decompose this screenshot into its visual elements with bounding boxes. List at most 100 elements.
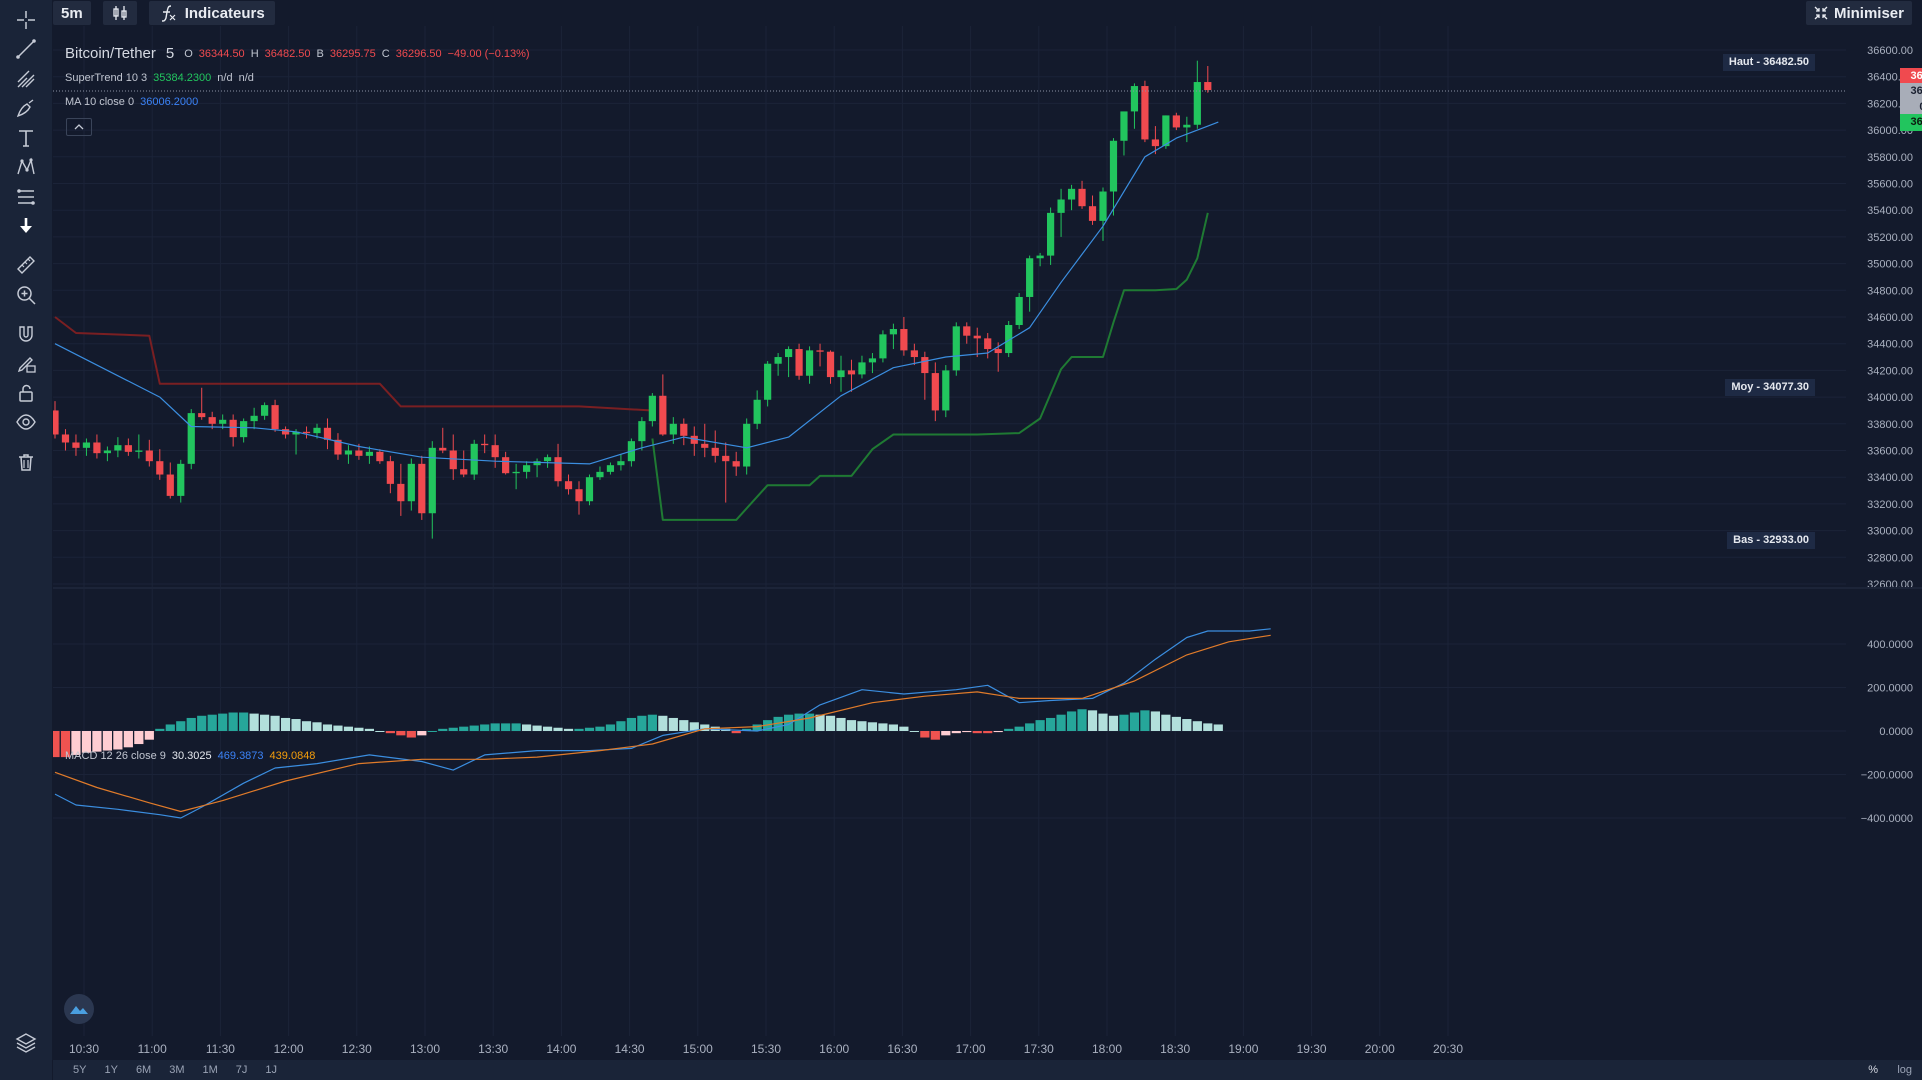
macd-hist-bar [993, 731, 1003, 733]
indicators-button[interactable]: Indicateurs [148, 1, 275, 25]
pitchfork-icon[interactable] [12, 65, 40, 93]
macd-hist-bar [542, 726, 553, 731]
range-1y-button[interactable]: 1Y [104, 1064, 118, 1076]
minimize-button[interactable]: Minimiser [1805, 1, 1912, 25]
brand-logo[interactable] [64, 994, 94, 1024]
candle-body [292, 431, 300, 435]
chart-area[interactable]: 36600.00 36400.00 36200.00 36000.00 35800.00… [53, 26, 1922, 1060]
candle [816, 343, 824, 367]
candle [1067, 184, 1076, 211]
percent-scale-button[interactable]: % [1868, 1064, 1878, 1076]
price-label: 33600.00 [1867, 446, 1913, 458]
range-5y-button[interactable]: 5Y [73, 1064, 87, 1076]
candle-body [240, 421, 248, 438]
collapse-legend-button[interactable] [66, 118, 92, 136]
candle [858, 355, 866, 379]
macd-hist-bar [700, 724, 710, 731]
macd-label: −200.0000 [1861, 770, 1913, 782]
range-1m-button[interactable]: 1M [202, 1064, 218, 1076]
supertrend-legend[interactable]: SuperTrend 10 3 35384.2300 n/d n/d [65, 72, 254, 84]
drawing-toolbar [0, 0, 52, 1080]
fib-retracement-icon[interactable] [12, 183, 40, 211]
candle-body [585, 477, 594, 502]
range-1d-button[interactable]: 1J [265, 1064, 278, 1076]
price-label: 34000.00 [1867, 392, 1913, 404]
candle [61, 429, 70, 451]
candle [145, 439, 153, 467]
candle [585, 474, 594, 506]
candle-body [973, 335, 981, 339]
chevron-up-icon [74, 124, 84, 130]
macd-hist-bar [312, 722, 322, 731]
candle [1120, 111, 1128, 156]
candle-body [575, 489, 583, 502]
chart-type-button[interactable] [102, 1, 137, 25]
range-3m-button[interactable]: 3M [169, 1064, 185, 1076]
trash-icon[interactable] [12, 448, 40, 476]
close-label: C [381, 47, 390, 60]
candle-body [439, 447, 447, 451]
candle [564, 474, 573, 495]
candle [365, 446, 373, 464]
candle [407, 458, 415, 511]
candle [1130, 83, 1139, 129]
range-6m-button[interactable]: 6M [135, 1064, 152, 1076]
log-scale-button[interactable]: log [1897, 1064, 1912, 1076]
ma-legend[interactable]: MA 10 close 0 36006.2000 [65, 96, 198, 108]
candle [376, 449, 384, 464]
candle [764, 361, 772, 407]
macd-hist-bar [532, 725, 542, 731]
candle [250, 407, 258, 430]
macd-hist-bar [102, 731, 112, 751]
candle [208, 411, 216, 430]
candle [868, 353, 877, 374]
candle [187, 409, 195, 470]
macd-hist-bar [1203, 723, 1213, 731]
crosshair-icon[interactable] [12, 6, 40, 34]
candle-body [785, 349, 793, 358]
arrow-down-icon[interactable] [12, 212, 40, 240]
macd-hist-bar [1192, 721, 1202, 731]
text-icon[interactable] [12, 124, 40, 152]
candle-body [61, 434, 70, 443]
candle [1088, 195, 1097, 225]
time-label: 17:00 [956, 1042, 986, 1056]
candle-body [1099, 191, 1107, 221]
layers-icon[interactable] [12, 1028, 40, 1056]
ma-line [54, 121, 1219, 465]
candle-body [994, 349, 1002, 354]
time-label: 18:30 [1160, 1042, 1190, 1056]
candle-body [847, 370, 856, 375]
macd-hist-bar [857, 721, 867, 731]
candle-body [1130, 86, 1139, 112]
zoom-in-icon[interactable] [12, 281, 40, 309]
ruler-icon[interactable] [12, 251, 40, 279]
magnet-icon[interactable] [12, 320, 40, 348]
eye-icon[interactable] [12, 408, 40, 436]
candle [156, 449, 164, 480]
macd-hist-bar [909, 731, 919, 732]
lock-drawing-icon[interactable] [12, 350, 40, 378]
candle [931, 362, 939, 422]
interval-button[interactable]: 5m [53, 1, 91, 25]
time-axis: 10:30 11:00 11:30 12:00 12:30 13:00 13:30 14:00… [69, 1042, 1463, 1056]
chart-canvas[interactable]: 36600.0036400.0036200.0036000.0035800.00… [53, 26, 1922, 1060]
avg-tag: Moy - 34077.30 [1725, 379, 1815, 396]
brush-icon[interactable] [12, 94, 40, 122]
range-7d-button[interactable]: 7J [235, 1064, 248, 1076]
supertrend-up-line [651, 212, 1209, 521]
interval-label: 5m [61, 4, 83, 22]
macd-hist-bar [920, 731, 930, 738]
trend-line-icon[interactable] [12, 35, 40, 63]
unlock-icon[interactable] [12, 379, 40, 407]
pattern-icon[interactable] [12, 153, 40, 181]
candle [397, 463, 405, 516]
candle-body [659, 395, 667, 435]
ma-label: MA 10 close 0 [65, 96, 135, 108]
candle-body [449, 450, 457, 470]
macd-hist-bar [595, 726, 605, 731]
macd-hist-bar [249, 713, 259, 731]
macd-hist-bar [951, 731, 961, 734]
candle-body [502, 457, 510, 474]
macd-legend[interactable]: MACD 12 26 close 9 30.3025 469.3873 439.… [65, 750, 315, 762]
